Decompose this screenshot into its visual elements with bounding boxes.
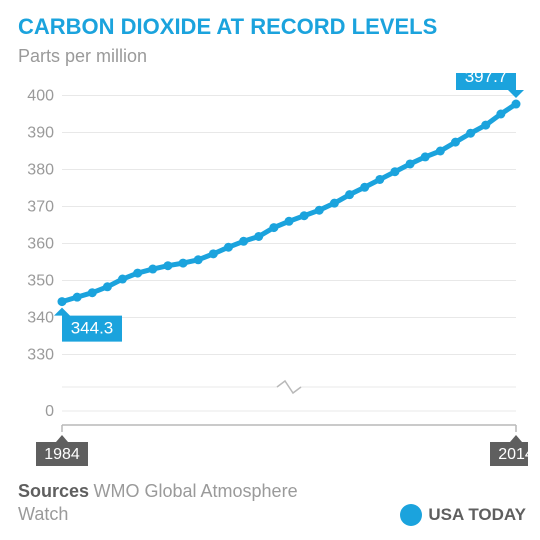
chart-title: CARBON DIOXIDE AT RECORD LEVELS: [18, 14, 532, 40]
chart-area: 330 340 350 360 370 380 390 400 0 1984 2014 344.3 39…: [18, 73, 528, 473]
svg-text:2014: 2014: [498, 446, 528, 463]
svg-text:0: 0: [45, 403, 54, 420]
sources-block: Sources WMO Global Atmosphere Watch: [18, 480, 318, 526]
svg-text:380: 380: [27, 162, 54, 179]
svg-text:330: 330: [27, 347, 54, 364]
svg-text:344.3: 344.3: [71, 319, 114, 338]
brand-dot-icon: [400, 504, 422, 526]
svg-text:360: 360: [27, 236, 54, 253]
svg-text:370: 370: [27, 199, 54, 216]
brand-label: USA TODAY: [428, 505, 526, 525]
svg-text:340: 340: [27, 310, 54, 327]
chart-subtitle: Parts per million: [18, 46, 532, 67]
footer: Sources WMO Global Atmosphere Watch USA …: [18, 480, 526, 526]
svg-text:400: 400: [27, 88, 54, 105]
sources-label: Sources: [18, 481, 89, 501]
svg-text:350: 350: [27, 273, 54, 290]
infographic-root: CARBON DIOXIDE AT RECORD LEVELS Parts pe…: [0, 0, 540, 540]
line-chart: 330 340 350 360 370 380 390 400 0 1984 2014 344.3 39…: [18, 73, 528, 473]
svg-text:390: 390: [27, 125, 54, 142]
svg-text:1984: 1984: [44, 446, 80, 463]
svg-text:397.7: 397.7: [465, 73, 508, 86]
brand-block: USA TODAY: [400, 504, 526, 526]
